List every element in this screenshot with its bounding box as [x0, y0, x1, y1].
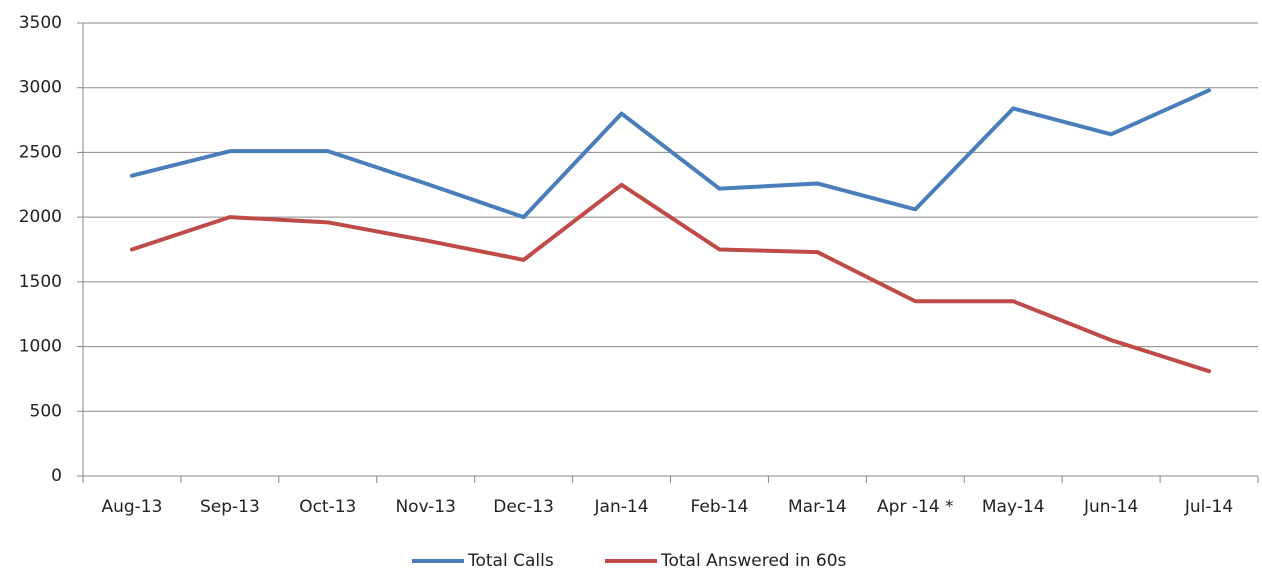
- x-tick-label: Nov-13: [395, 497, 456, 517]
- x-tick-label: Mar-14: [788, 497, 847, 517]
- y-tick-label: 1000: [19, 337, 62, 357]
- x-tick-label: Aug-13: [101, 497, 162, 517]
- x-tick-label: Jul-14: [1184, 497, 1233, 517]
- x-tick-label: Jun-14: [1083, 497, 1138, 517]
- x-tick-label: Jan-14: [594, 497, 649, 517]
- y-tick-label: 0: [51, 466, 62, 486]
- x-tick-label: Feb-14: [691, 497, 749, 517]
- series-line: [129, 88, 1212, 220]
- y-tick-label: 3500: [19, 13, 62, 33]
- y-tick-label: 3000: [19, 78, 62, 98]
- x-tick-label: Apr -14 *: [877, 497, 953, 517]
- y-tick-label: 2000: [19, 207, 62, 227]
- legend-label: Total Answered in 60s: [660, 551, 847, 571]
- y-tick-label: 1500: [19, 272, 62, 292]
- x-tick-label: Dec-13: [493, 497, 554, 517]
- y-tick-label: 500: [30, 401, 62, 421]
- x-tick-label: Oct-13: [299, 497, 356, 517]
- x-tick-label: Sep-13: [200, 497, 260, 517]
- legend-label: Total Calls: [467, 551, 554, 571]
- series-line: [129, 182, 1212, 374]
- x-tick-label: May-14: [982, 497, 1045, 517]
- y-tick-label: 2500: [19, 142, 62, 162]
